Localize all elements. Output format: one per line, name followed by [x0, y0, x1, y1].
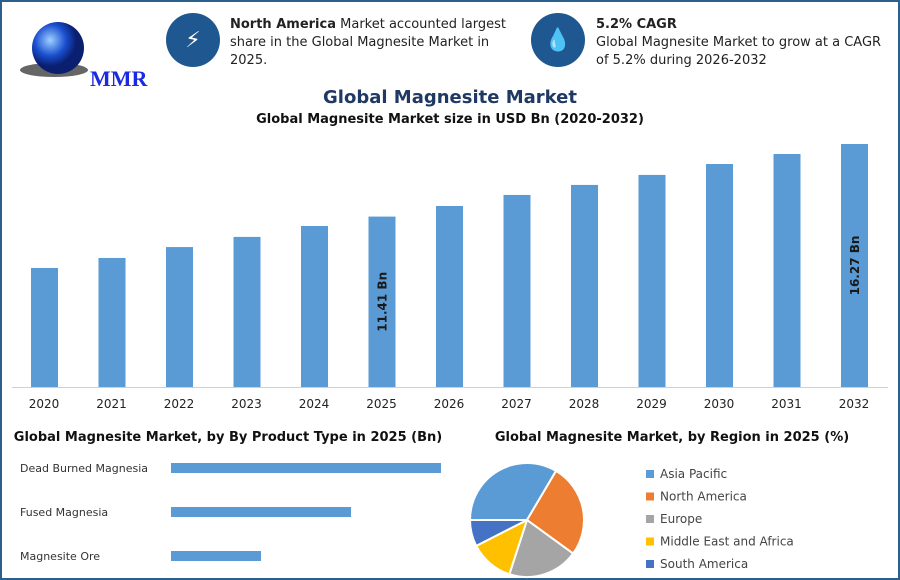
category-label: Magnesite Ore: [20, 550, 100, 563]
hbar-Dead Burned Magnesia: [171, 463, 441, 473]
hbar-Fused Magnesia: [171, 507, 351, 517]
data-label: 16.27 Bn: [848, 236, 862, 296]
bar-2021: [98, 257, 126, 387]
x-tick-label: 2025: [366, 397, 397, 411]
highlight-bold: 5.2% CAGR: [596, 17, 677, 32]
legend-swatch: [646, 560, 654, 568]
highlight-text: Global Magnesite Market to grow at a CAG…: [596, 35, 882, 68]
highlight-bold: North America: [230, 17, 336, 32]
highlight-text: Market accounted largest share in the Gl…: [230, 17, 506, 68]
legend-swatch: [646, 470, 654, 478]
category-label: Fused Magnesia: [20, 506, 108, 519]
x-tick-label: 2021: [96, 397, 127, 411]
chart-subtitle: Global Magnesite Market size in USD Bn (…: [256, 112, 644, 127]
bar-2032: [841, 144, 868, 387]
bar-2028: [571, 184, 598, 387]
x-tick-label: 2022: [164, 397, 195, 411]
pie-slice-South America: [468, 519, 528, 548]
flame-drop-icon: 💧: [531, 13, 585, 67]
x-tick-label: 2029: [636, 397, 667, 411]
bar-2030: [706, 164, 733, 387]
x-tick-label: 2032: [839, 397, 870, 411]
lightning-icon: ⚡: [166, 13, 220, 67]
bar-2023: [233, 236, 261, 387]
hbar-Magnesite Ore: [171, 551, 261, 561]
x-tick-label: 2023: [231, 397, 262, 411]
bar-2022: [166, 247, 193, 387]
highlight-north-america: North America Market accounted largest s…: [230, 16, 520, 70]
legend-label: Asia Pacific: [660, 467, 727, 481]
pie-slice-Europe: [508, 518, 575, 578]
mmr-logo: MMR: [18, 18, 147, 91]
bar-2025: [368, 216, 396, 387]
category-label: Dead Burned Magnesia: [20, 462, 148, 475]
legend-label: Middle East and Africa: [660, 535, 794, 549]
x-tick-label: 2024: [299, 397, 330, 411]
bar-2026: [436, 205, 463, 387]
pie-slice-North America: [525, 469, 585, 555]
bar-2020: [31, 267, 58, 387]
legend-label: South America: [660, 557, 748, 571]
page-title: Global Magnesite Market: [323, 87, 577, 108]
highlight-cagr: 5.2% CAGR Global Magnesite Market to grow…: [596, 16, 896, 70]
product-chart-title: Global Magnesite Market, by By Product T…: [14, 430, 442, 445]
region-chart-title: Global Magnesite Market, by Region in 20…: [495, 430, 849, 445]
x-tick-label: 2030: [704, 397, 735, 411]
globe-icon: [20, 22, 88, 77]
legend-swatch: [646, 515, 654, 523]
data-label: 11.41 Bn: [376, 272, 390, 332]
x-tick-label: 2026: [434, 397, 465, 411]
legend-label: North America: [660, 490, 747, 504]
x-tick-label: 2031: [771, 397, 802, 411]
legend-swatch: [646, 492, 654, 501]
legend-label: Europe: [660, 512, 702, 526]
legend-swatch: [646, 537, 654, 546]
x-tick-label: 2028: [569, 397, 600, 411]
bar-2029: [638, 174, 666, 387]
logo-text: MMR: [90, 66, 148, 91]
bar-2024: [301, 225, 328, 387]
x-tick-label: 2027: [501, 397, 532, 411]
bar-2027: [503, 194, 531, 387]
x-tick-label: 2020: [29, 397, 60, 411]
bar-2031: [773, 154, 801, 387]
